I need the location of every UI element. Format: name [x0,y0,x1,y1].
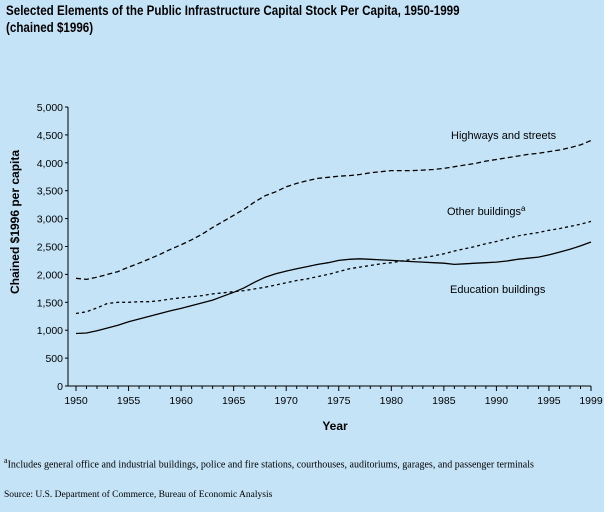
x-tick-label: 1960 [169,395,193,407]
y-tick-label: 500 [45,353,63,365]
x-tick-label: 1999 [579,395,603,407]
x-tick-label: 1950 [64,395,88,407]
series-label-highways-and-streets: Highways and streets [451,130,557,142]
y-axis-title: Chained $1996 per capita [8,150,22,294]
x-tick-label: 1955 [117,395,141,407]
series-line-education-buildings [75,241,592,335]
x-tick-label: 1965 [222,395,246,407]
x-tick-label: 1985 [432,395,456,407]
chart-series [75,139,592,335]
series-label-other-buildings: Other buildingsa [447,204,526,218]
footnote-text: Includes general office and industrial b… [7,459,534,471]
y-tick-label: 3,000 [37,214,63,226]
series-labels: Highways and streets Other buildingsa Educ… [447,130,557,296]
footnote-marker: a [4,456,8,465]
y-tick-label: 2,500 [37,242,63,254]
y-tick-label: 4,500 [37,130,63,142]
y-tick-label: 5,000 [37,102,63,114]
x-tick-label: 1975 [327,395,351,407]
y-tick-label: 3,500 [37,186,63,198]
x-axis-title: Year [322,419,348,433]
series-line-other-buildings [75,220,592,315]
x-tick-label: 1990 [485,395,509,407]
x-tick-label: 1995 [537,395,561,407]
x-tick-label: 1970 [275,395,299,407]
y-tick-label: 1,000 [37,325,63,337]
series-line-highways-and-streets [75,139,592,281]
series-label-superscript: a [521,204,526,213]
chart-title-line2: (chained $1996) [6,20,94,35]
chart-axes: 0 500 1,000 1,500 2,000 2,500 3,000 3,500 4,000 4… [37,102,603,407]
y-tick-label: 2,000 [37,269,63,281]
y-tick-label: 0 [57,381,63,393]
x-tick-label: 1980 [380,395,404,407]
source-note: Source: U.S. Department of Commerce, Bur… [4,490,273,500]
footnote: aIncludes general office and industrial … [4,456,534,470]
y-tick-label: 4,000 [37,158,63,170]
chart-title: Selected Elements of the Public Infrastr… [6,2,460,36]
y-tick-label: 1,500 [37,297,63,309]
chart-title-line1: Selected Elements of the Public Infrastr… [6,3,460,18]
series-label-education-buildings: Education buildings [450,284,546,296]
